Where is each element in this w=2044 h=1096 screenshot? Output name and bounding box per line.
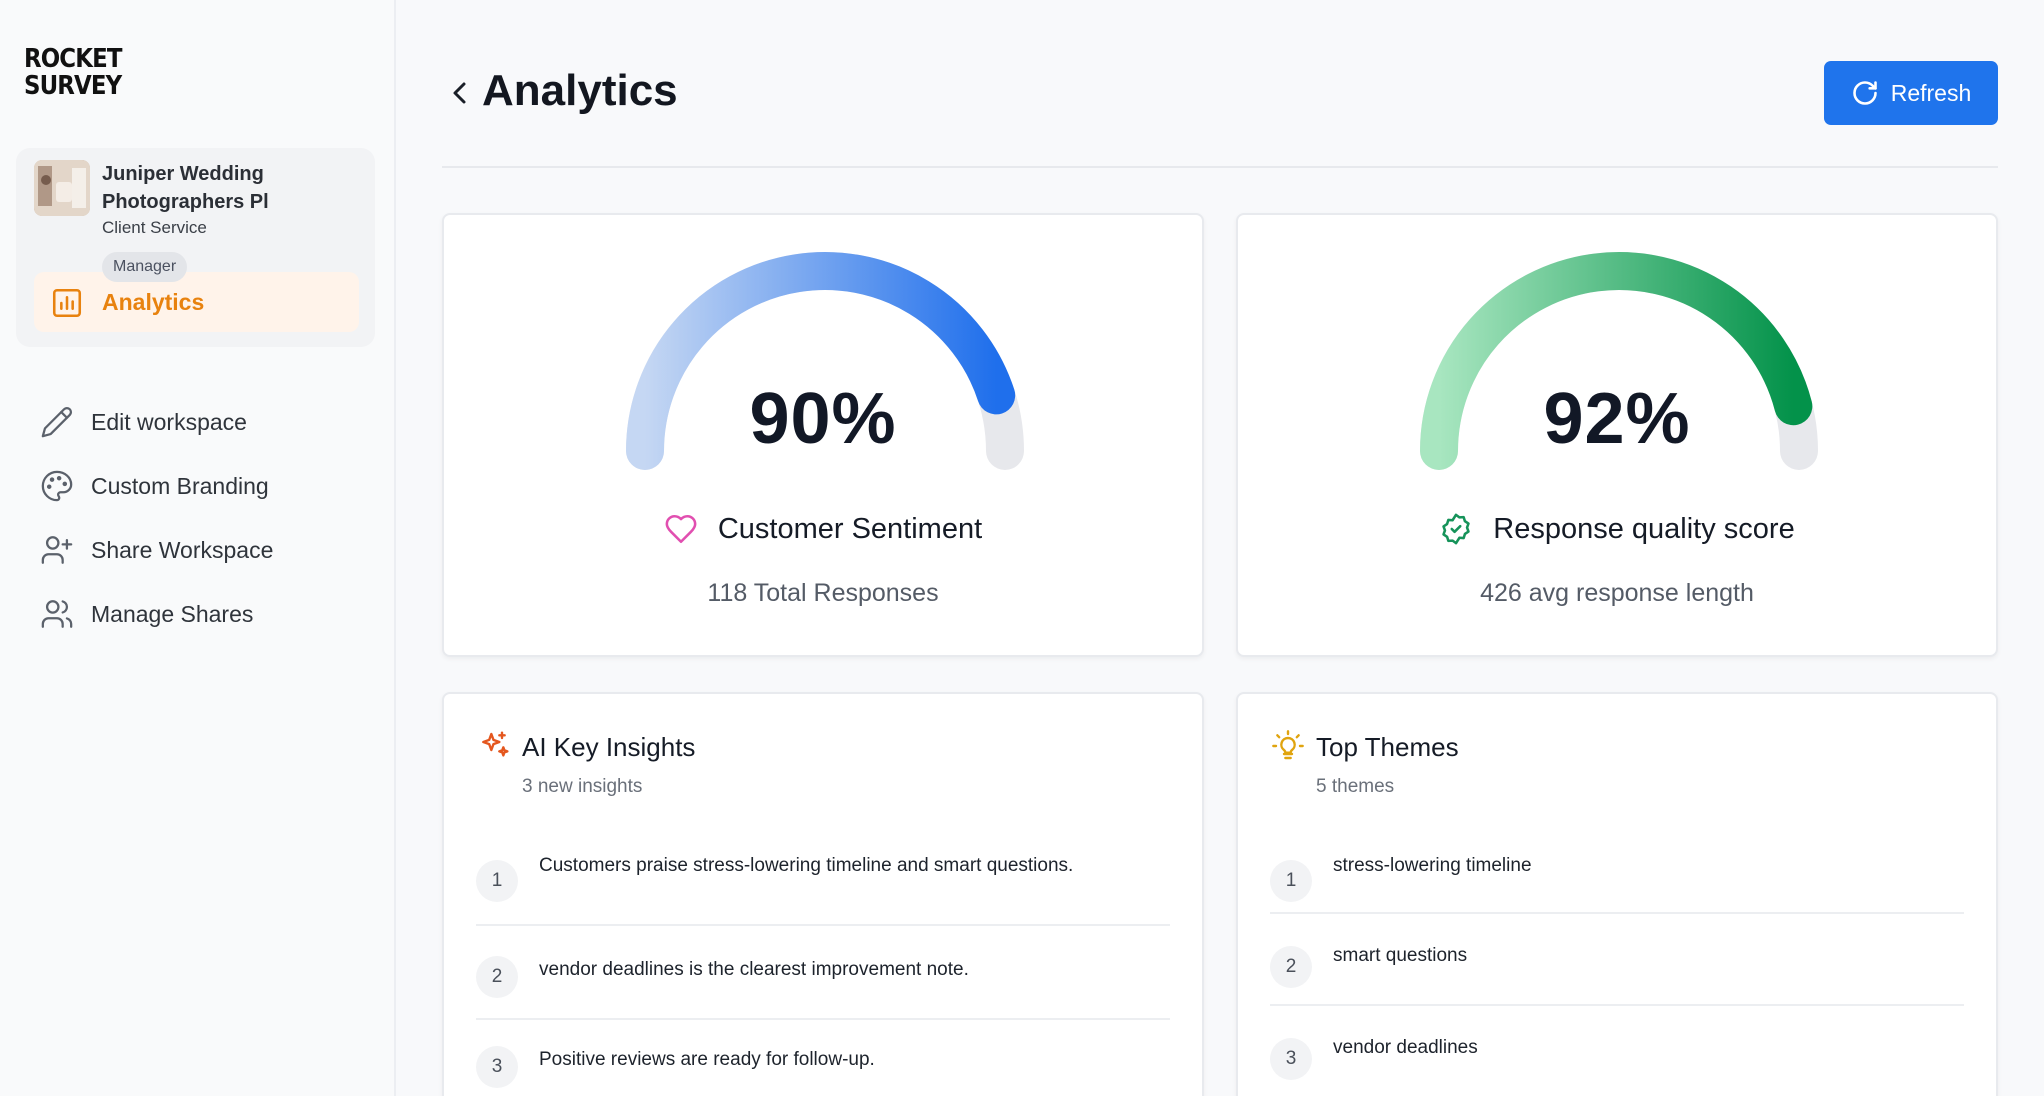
item-number: 2 [476, 956, 518, 998]
sidebar-item-label: Custom Branding [91, 472, 269, 499]
sentiment-card: 90% Customer Sentiment 118 Total Respons… [442, 213, 1204, 657]
item-number: 3 [476, 1046, 518, 1088]
row-divider [1270, 1004, 1964, 1006]
item-number: 1 [476, 860, 518, 902]
back-button[interactable] [448, 76, 472, 115]
sidebar-item-share-workspace[interactable]: Share Workspace [40, 530, 273, 570]
themes-card: Top Themes 5 themes 1 stress-lowering ti… [1236, 692, 1998, 1096]
insight-text: Positive reviews are ready for follow-up… [539, 1049, 875, 1070]
page-title: Analytics [482, 66, 678, 115]
sentiment-gauge [626, 252, 1024, 470]
sidebar-item-edit-workspace[interactable]: Edit workspace [40, 402, 247, 442]
quality-gauge [1420, 252, 1818, 470]
quality-sub: 426 avg response length [1480, 579, 1754, 607]
workspace-name: Juniper Wedding Photographers Pl [102, 163, 269, 213]
refresh-label: Refresh [1890, 79, 1972, 106]
quality-card: 92% Response quality score 426 avg respo… [1236, 213, 1998, 657]
insights-title: AI Key Insights [522, 732, 696, 762]
quality-label: Response quality score [1493, 512, 1795, 545]
workspace-thumbnail [34, 160, 90, 216]
sentiment-label: Customer Sentiment [717, 512, 983, 545]
pencil-icon [41, 406, 73, 438]
sidebar-item-label: Manage Shares [91, 600, 254, 627]
users-icon [41, 600, 73, 628]
logo-line-1: ROCKET [24, 44, 122, 74]
row-divider [1270, 912, 1964, 914]
workspace-department: Client Service [102, 218, 207, 237]
badge-check-icon [1442, 513, 1471, 545]
insight-text: vendor deadlines is the clearest improve… [539, 959, 969, 980]
item-number: 3 [1270, 1038, 1312, 1080]
insight-text: Customers praise stress-lowering timelin… [539, 855, 1074, 876]
sidebar-item-analytics[interactable] [34, 272, 359, 332]
quality-gauge-fill [1420, 252, 1813, 470]
role-badge: Manager [102, 252, 188, 282]
insights-card: AI Key Insights 3 new insights 1 Custome… [442, 692, 1204, 1096]
logo-line-2: SURVEY [24, 71, 122, 101]
heart-icon [665, 514, 697, 544]
sidebar-item-analytics-label: Analytics [102, 289, 205, 315]
sentiment-value: 90% [749, 379, 897, 459]
row-divider [476, 924, 1170, 926]
chevron-left-icon [453, 82, 466, 104]
quality-value: 92% [1543, 379, 1691, 459]
insights-count: 3 new insights [522, 776, 643, 797]
themes-count: 5 themes [1316, 776, 1395, 797]
refresh-button[interactable]: Refresh [1824, 61, 1998, 125]
themes-title: Top Themes [1316, 732, 1459, 762]
sidebar-item-label: Share Workspace [91, 536, 274, 563]
main-content: Analytics Refresh 90% Customer Sentiment… [398, 0, 2044, 1096]
theme-text: smart questions [1333, 945, 1468, 966]
sidebar: ROCKET SURVEY Juniper Wedding Photograph… [0, 0, 396, 1096]
sidebar-item-label: Edit workspace [91, 408, 247, 435]
workspace-card: Juniper Wedding Photographers Pl Client … [16, 148, 375, 347]
item-number: 2 [1270, 946, 1312, 988]
theme-text: stress-lowering timeline [1333, 855, 1532, 876]
palette-icon [41, 470, 73, 502]
sparkles-icon [478, 730, 510, 767]
row-divider [476, 1018, 1170, 1020]
header-divider [442, 166, 1998, 168]
sidebar-item-custom-branding[interactable]: Custom Branding [40, 466, 269, 506]
bar-chart-icon [50, 286, 84, 325]
sentiment-sub: 118 Total Responses [707, 579, 939, 607]
sentiment-gauge-fill [626, 252, 1016, 470]
item-number: 1 [1270, 860, 1312, 902]
sidebar-item-manage-shares[interactable]: Manage Shares [40, 594, 253, 634]
user-plus-icon [41, 536, 73, 564]
theme-text: vendor deadlines [1333, 1037, 1478, 1058]
rocket-survey-logo[interactable]: ROCKET SURVEY [24, 46, 124, 104]
lightbulb-icon [1272, 730, 1304, 767]
refresh-icon [1852, 81, 1877, 105]
